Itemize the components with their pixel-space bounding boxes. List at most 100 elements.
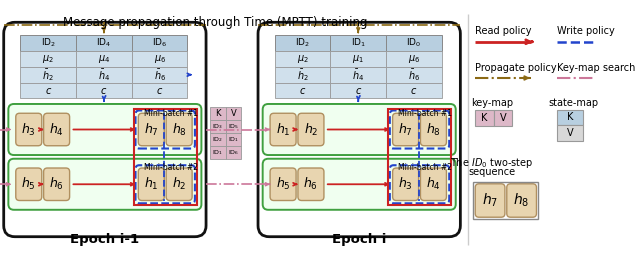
Bar: [386, 35, 442, 51]
FancyBboxPatch shape: [420, 113, 447, 146]
Text: Read policy: Read policy: [476, 26, 532, 36]
Text: $\bar{h}_2$: $\bar{h}_2$: [42, 67, 54, 83]
Text: $c$: $c$: [410, 85, 417, 96]
Bar: [330, 83, 386, 98]
Bar: [210, 107, 225, 120]
Text: The $\mathit{ID}_0$ two-step: The $\mathit{ID}_0$ two-step: [451, 156, 534, 170]
Text: $\mu_4$: $\mu_4$: [98, 53, 110, 65]
Bar: [330, 67, 386, 83]
Text: $\mathrm{ID}_2$: $\mathrm{ID}_2$: [295, 37, 310, 49]
Text: $h_7$: $h_7$: [398, 121, 413, 138]
Text: Message propagation through Time (MPTT) training: Message propagation through Time (MPTT) …: [63, 16, 367, 29]
Text: $\mathrm{ID}_4$: $\mathrm{ID}_4$: [96, 37, 111, 49]
Text: $h_8$: $h_8$: [172, 121, 187, 138]
Text: $c$: $c$: [156, 85, 163, 96]
Text: Mini-batch #2: Mini-batch #2: [398, 163, 452, 172]
Text: $h_1$: $h_1$: [276, 121, 291, 138]
Text: $h_3$: $h_3$: [398, 176, 413, 192]
FancyBboxPatch shape: [8, 104, 202, 155]
Text: key-map: key-map: [471, 98, 513, 109]
Bar: [132, 83, 188, 98]
Text: $\mu_2$: $\mu_2$: [297, 53, 308, 65]
Text: $h_2$: $h_2$: [303, 121, 318, 138]
Text: V: V: [566, 128, 573, 138]
FancyBboxPatch shape: [166, 168, 192, 200]
Text: $h_8$: $h_8$: [426, 121, 441, 138]
Text: K: K: [215, 109, 220, 118]
Text: Mini-batch #2: Mini-batch #2: [144, 163, 198, 172]
Text: $h_1$: $h_1$: [144, 176, 159, 192]
Bar: [210, 133, 225, 146]
Bar: [474, 182, 538, 219]
Text: K: K: [566, 112, 573, 123]
Text: sequence: sequence: [468, 167, 515, 177]
FancyBboxPatch shape: [262, 104, 456, 155]
Bar: [76, 67, 132, 83]
FancyBboxPatch shape: [258, 22, 460, 237]
Text: $\bar{h}_6$: $\bar{h}_6$: [408, 67, 420, 83]
Bar: [76, 35, 132, 51]
FancyBboxPatch shape: [392, 168, 419, 200]
Bar: [330, 35, 386, 51]
FancyBboxPatch shape: [166, 113, 192, 146]
Bar: [132, 67, 188, 83]
FancyBboxPatch shape: [44, 113, 70, 146]
Text: Mini-batch #1: Mini-batch #1: [144, 109, 198, 118]
Text: Key-map search: Key-map search: [557, 63, 636, 73]
Text: V: V: [230, 109, 236, 118]
Bar: [275, 35, 330, 51]
FancyBboxPatch shape: [476, 184, 505, 217]
Bar: [386, 83, 442, 98]
Text: $\mu_2$: $\mu_2$: [42, 53, 54, 65]
Bar: [225, 120, 241, 133]
Text: $c$: $c$: [355, 85, 362, 96]
Text: $\bar{h}_4$: $\bar{h}_4$: [98, 67, 110, 83]
Text: Epoch i: Epoch i: [332, 233, 387, 246]
Text: $h_5$: $h_5$: [276, 176, 291, 192]
Text: $h_3$: $h_3$: [21, 121, 36, 138]
Text: $\mathrm{ID}_3$: $\mathrm{ID}_3$: [212, 122, 223, 131]
Bar: [210, 146, 225, 159]
Text: $\mu_6$: $\mu_6$: [408, 53, 420, 65]
Text: $\mathrm{ID}_1$: $\mathrm{ID}_1$: [351, 37, 366, 49]
Text: V: V: [500, 113, 506, 123]
Bar: [330, 51, 386, 67]
Text: $\mu_1$: $\mu_1$: [352, 53, 364, 65]
Text: $\mathrm{ID}_1$: $\mathrm{ID}_1$: [212, 148, 223, 157]
Bar: [476, 110, 494, 126]
Text: $h_4$: $h_4$: [426, 176, 441, 192]
Bar: [76, 51, 132, 67]
Text: Epoch i-1: Epoch i-1: [70, 233, 140, 246]
Text: $\bar{h}_4$: $\bar{h}_4$: [352, 67, 364, 83]
Bar: [20, 83, 76, 98]
Text: $h_7$: $h_7$: [482, 192, 498, 209]
Text: Write policy: Write policy: [557, 26, 614, 36]
FancyBboxPatch shape: [392, 113, 419, 146]
Text: Propagate policy: Propagate policy: [476, 63, 557, 73]
Bar: [275, 83, 330, 98]
Bar: [557, 110, 583, 125]
Bar: [20, 51, 76, 67]
Bar: [275, 51, 330, 67]
Bar: [275, 67, 330, 83]
Text: K: K: [481, 113, 488, 123]
Text: $h_6$: $h_6$: [49, 176, 64, 192]
Bar: [557, 125, 583, 141]
Text: $\mathrm{ID}_1$: $\mathrm{ID}_1$: [228, 135, 239, 144]
Bar: [386, 67, 442, 83]
Bar: [494, 110, 513, 126]
Text: $c$: $c$: [45, 85, 52, 96]
Text: $h_6$: $h_6$: [303, 176, 318, 192]
Text: $\bar{h}_6$: $\bar{h}_6$: [154, 67, 166, 83]
FancyBboxPatch shape: [270, 168, 296, 200]
Text: $c$: $c$: [299, 85, 306, 96]
Text: $\mathrm{ID}_6$: $\mathrm{ID}_6$: [228, 148, 239, 157]
FancyBboxPatch shape: [4, 22, 206, 237]
FancyBboxPatch shape: [8, 159, 202, 210]
FancyBboxPatch shape: [262, 159, 456, 210]
Bar: [134, 109, 196, 205]
Text: Mini-batch #1: Mini-batch #1: [398, 109, 452, 118]
Bar: [20, 67, 76, 83]
Bar: [225, 133, 241, 146]
FancyBboxPatch shape: [298, 168, 324, 200]
